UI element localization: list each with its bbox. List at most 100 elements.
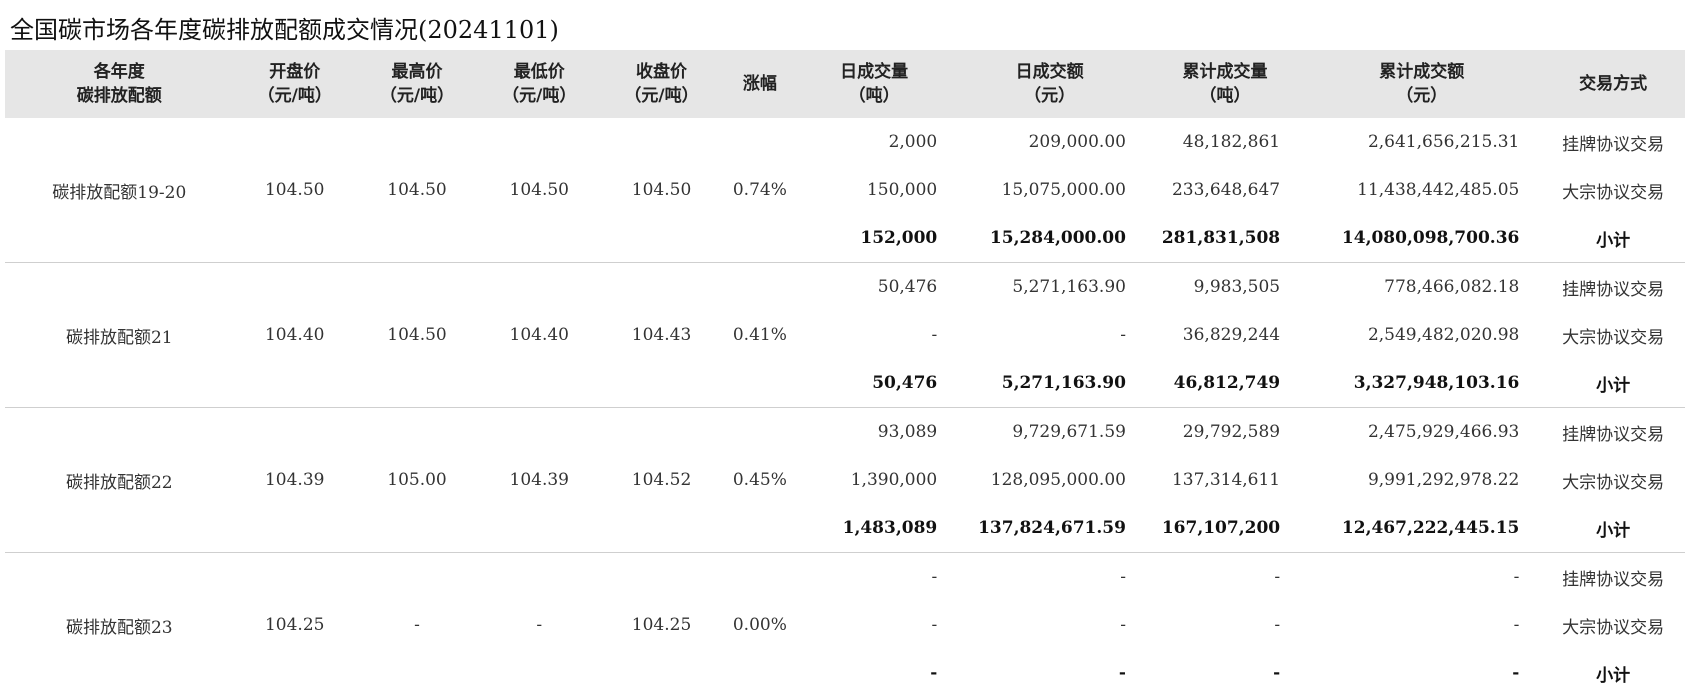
cum-amount-cell: 3,327,948,103.16 <box>1302 359 1541 408</box>
day-volume-cell: 50,476 <box>797 359 951 408</box>
trade-type-cell: 挂牌协议交易 <box>1541 263 1685 312</box>
trade-type-cell: 挂牌协议交易 <box>1541 408 1685 457</box>
day-amount-cell: 128,095,000.00 <box>951 456 1148 504</box>
cum-volume-cell: 46,812,749 <box>1148 359 1302 408</box>
cum-amount-cell: 9,991,292,978.22 <box>1302 456 1541 504</box>
header-high-price: 最高价（元/吨） <box>356 50 478 118</box>
open-price-cell: 104.50 <box>234 118 356 263</box>
trade-type-cell: 大宗协议交易 <box>1541 456 1685 504</box>
header-year-allowance: 各年度碳排放配额 <box>5 50 234 118</box>
high-price-cell: 105.00 <box>356 408 478 553</box>
cum-amount-cell: 12,467,222,445.15 <box>1302 504 1541 553</box>
low-price-cell: 104.39 <box>478 408 600 553</box>
cum-volume-cell: 9,983,505 <box>1148 263 1302 312</box>
open-price-cell: 104.39 <box>234 408 356 553</box>
high-price-cell: - <box>356 553 478 697</box>
day-amount-cell: 137,824,671.59 <box>951 504 1148 553</box>
change-cell: 0.74% <box>723 118 797 263</box>
cum-amount-cell: - <box>1302 649 1541 697</box>
header-day-amount: 日成交额（元） <box>951 50 1148 118</box>
cum-amount-cell: - <box>1302 553 1541 602</box>
carbon-trading-table: 各年度碳排放配额 开盘价（元/吨） 最高价（元/吨） 最低价（元/吨） 收盘价（… <box>5 50 1685 697</box>
trade-type-cell: 小计 <box>1541 359 1685 408</box>
day-amount-cell: 15,075,000.00 <box>951 166 1148 214</box>
allowance-name-cell: 碳排放配额23 <box>5 553 234 697</box>
day-amount-cell: 9,729,671.59 <box>951 408 1148 457</box>
close-price-cell: 104.52 <box>600 408 722 553</box>
day-volume-cell: - <box>797 553 951 602</box>
low-price-cell: 104.50 <box>478 118 600 263</box>
cum-volume-cell: 167,107,200 <box>1148 504 1302 553</box>
cum-volume-cell: 48,182,861 <box>1148 118 1302 166</box>
day-amount-cell: - <box>951 553 1148 602</box>
allowance-name-cell: 碳排放配额22 <box>5 408 234 553</box>
trade-type-cell: 挂牌协议交易 <box>1541 118 1685 166</box>
day-amount-cell: - <box>951 649 1148 697</box>
day-amount-cell: 15,284,000.00 <box>951 214 1148 263</box>
header-open-price: 开盘价（元/吨） <box>234 50 356 118</box>
trade-type-cell: 小计 <box>1541 504 1685 553</box>
table-header-row: 各年度碳排放配额 开盘价（元/吨） 最高价（元/吨） 最低价（元/吨） 收盘价（… <box>5 50 1685 118</box>
cum-volume-cell: - <box>1148 649 1302 697</box>
cum-amount-cell: 2,549,482,020.98 <box>1302 311 1541 359</box>
close-price-cell: 104.25 <box>600 553 722 697</box>
cum-volume-cell: 233,648,647 <box>1148 166 1302 214</box>
day-volume-cell: 93,089 <box>797 408 951 457</box>
day-volume-cell: 150,000 <box>797 166 951 214</box>
header-change: 涨幅 <box>723 50 797 118</box>
trade-type-cell: 大宗协议交易 <box>1541 601 1685 649</box>
allowance-name-cell: 碳排放配额19-20 <box>5 118 234 263</box>
change-cell: 0.41% <box>723 263 797 408</box>
day-volume-cell: - <box>797 649 951 697</box>
day-volume-cell: - <box>797 311 951 359</box>
day-volume-cell: 50,476 <box>797 263 951 312</box>
header-cum-amount: 累计成交额（元） <box>1302 50 1541 118</box>
close-price-cell: 104.50 <box>600 118 722 263</box>
day-volume-cell: 1,483,089 <box>797 504 951 553</box>
cum-volume-cell: 36,829,244 <box>1148 311 1302 359</box>
trade-type-cell: 大宗协议交易 <box>1541 166 1685 214</box>
cum-volume-cell: 281,831,508 <box>1148 214 1302 263</box>
cum-volume-cell: - <box>1148 553 1302 602</box>
cum-volume-cell: 29,792,589 <box>1148 408 1302 457</box>
header-cum-volume: 累计成交量（吨） <box>1148 50 1302 118</box>
cum-amount-cell: 11,438,442,485.05 <box>1302 166 1541 214</box>
day-volume-cell: 2,000 <box>797 118 951 166</box>
low-price-cell: 104.40 <box>478 263 600 408</box>
day-amount-cell: 5,271,163.90 <box>951 263 1148 312</box>
low-price-cell: - <box>478 553 600 697</box>
header-trade-type: 交易方式 <box>1541 50 1685 118</box>
change-cell: 0.45% <box>723 408 797 553</box>
cum-amount-cell: 2,475,929,466.93 <box>1302 408 1541 457</box>
high-price-cell: 104.50 <box>356 263 478 408</box>
close-price-cell: 104.43 <box>600 263 722 408</box>
open-price-cell: 104.40 <box>234 263 356 408</box>
allowance-name-cell: 碳排放配额21 <box>5 263 234 408</box>
cum-volume-cell: - <box>1148 601 1302 649</box>
day-volume-cell: 1,390,000 <box>797 456 951 504</box>
high-price-cell: 104.50 <box>356 118 478 263</box>
cum-amount-cell: 14,080,098,700.36 <box>1302 214 1541 263</box>
cum-amount-cell: - <box>1302 601 1541 649</box>
trade-type-cell: 挂牌协议交易 <box>1541 553 1685 602</box>
cum-amount-cell: 778,466,082.18 <box>1302 263 1541 312</box>
cum-volume-cell: 137,314,611 <box>1148 456 1302 504</box>
trade-type-cell: 小计 <box>1541 214 1685 263</box>
cum-amount-cell: 2,641,656,215.31 <box>1302 118 1541 166</box>
header-close-price: 收盘价（元/吨） <box>600 50 722 118</box>
day-amount-cell: 5,271,163.90 <box>951 359 1148 408</box>
trade-type-cell: 小计 <box>1541 649 1685 697</box>
day-amount-cell: - <box>951 311 1148 359</box>
open-price-cell: 104.25 <box>234 553 356 697</box>
day-amount-cell: - <box>951 601 1148 649</box>
day-amount-cell: 209,000.00 <box>951 118 1148 166</box>
change-cell: 0.00% <box>723 553 797 697</box>
page-title: 全国碳市场各年度碳排放配额成交情况(20241101) <box>10 10 559 45</box>
header-low-price: 最低价（元/吨） <box>478 50 600 118</box>
day-volume-cell: - <box>797 601 951 649</box>
header-day-volume: 日成交量（吨） <box>797 50 951 118</box>
